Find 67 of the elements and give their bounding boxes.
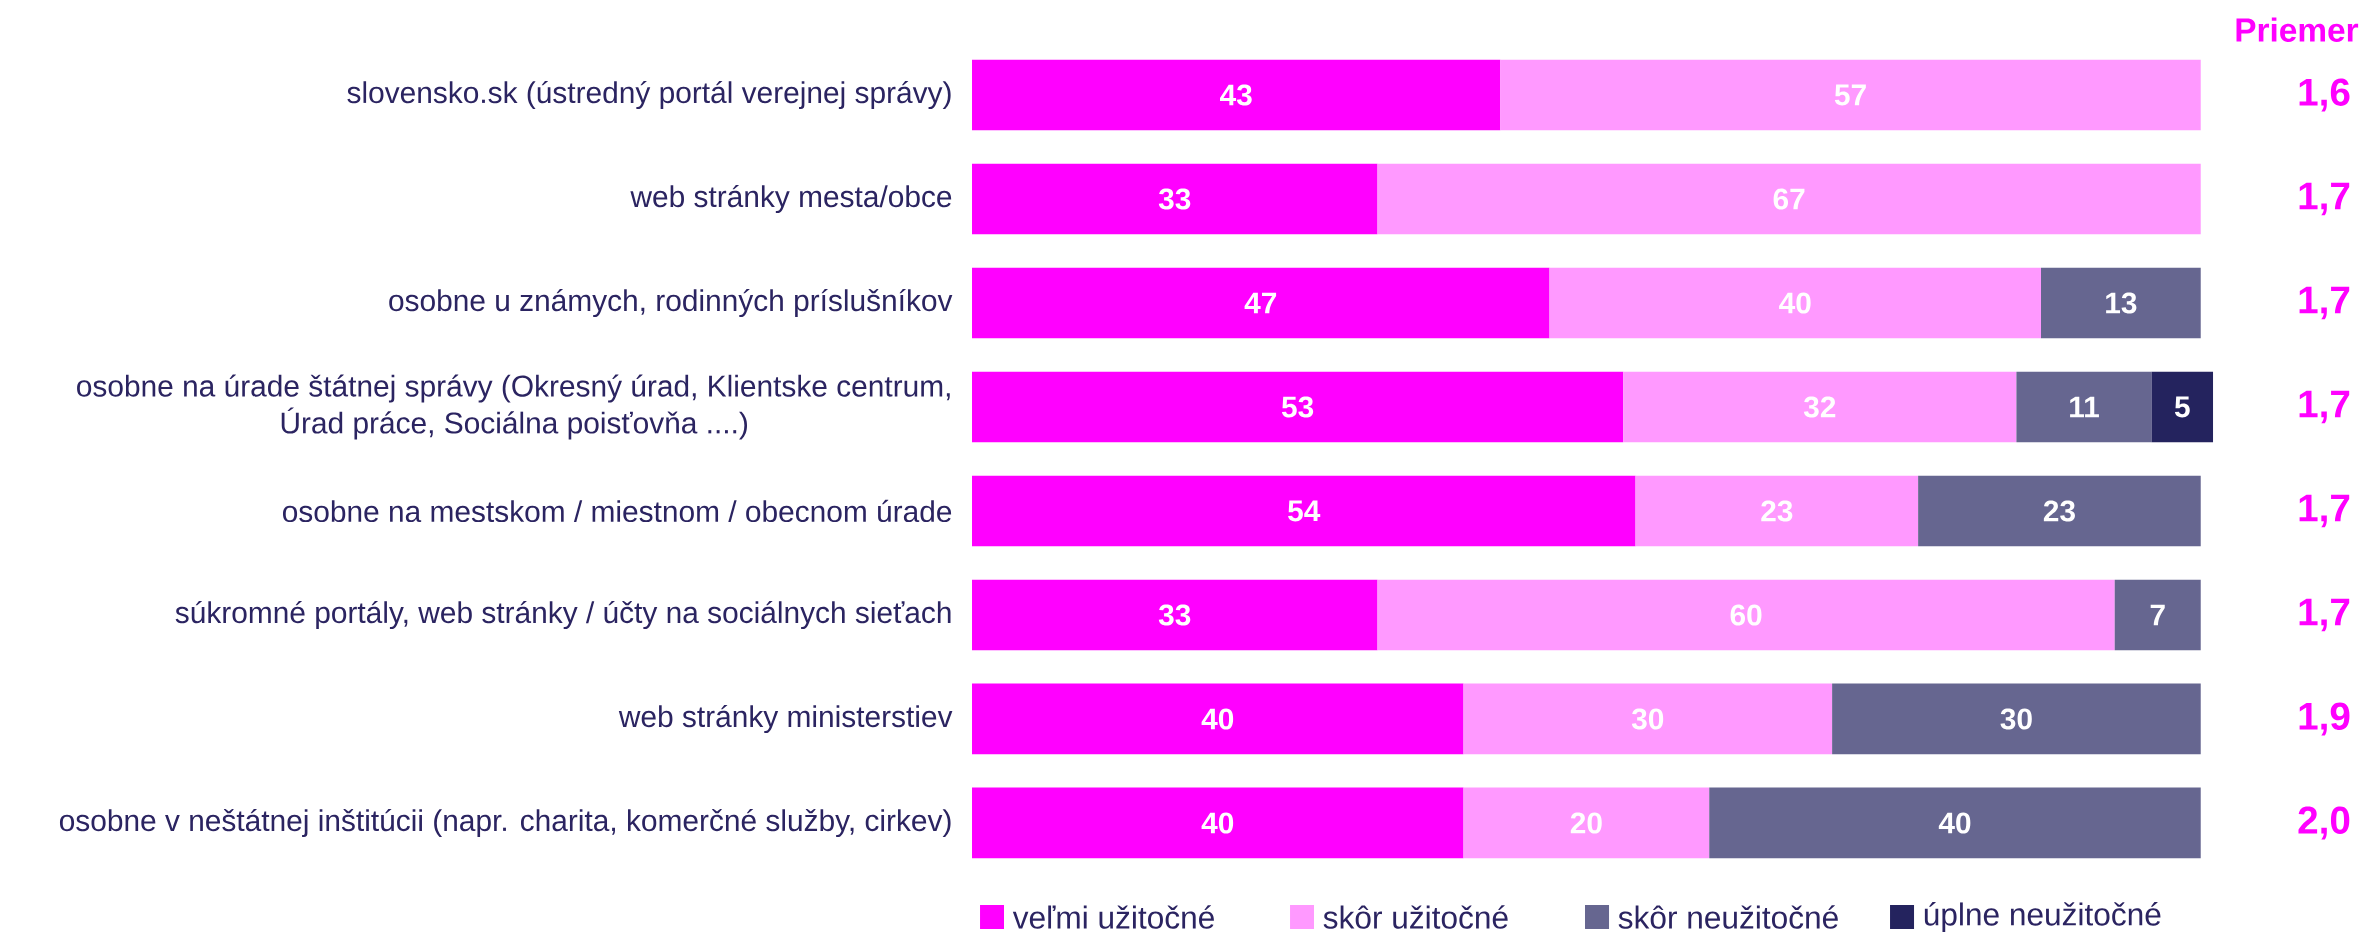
data-label: 33 — [1158, 188, 1191, 210]
data-label: 57 — [1834, 84, 1866, 106]
text: 2,0 — [2298, 806, 2350, 840]
bar — [2016, 371, 2152, 443]
data-label: 32 — [1803, 396, 1836, 418]
bar — [1463, 787, 1710, 859]
bar — [1623, 371, 2017, 443]
text: 1,7 — [2299, 286, 2350, 320]
bar — [1500, 59, 2201, 131]
data-label: 23 — [1761, 500, 1793, 522]
data-label: 40 — [1201, 812, 1234, 834]
bar — [1709, 787, 2201, 859]
text: 1,9 — [2299, 702, 2350, 736]
bar — [1463, 683, 1833, 755]
y-tick-label: súkromné portály, web stránky / účty na sociálnych sieťach — [175, 600, 951, 630]
text: 1,7 — [2299, 598, 2350, 632]
legend-label: úplne neužitočné — [1924, 902, 2161, 932]
data-label: 43 — [1220, 84, 1252, 106]
data-label: 33 — [1158, 604, 1191, 626]
bar — [972, 371, 1624, 443]
legend-label: veľmi užitočné — [1012, 905, 1214, 929]
data-label: 54 — [1288, 500, 1321, 522]
legend-label: skôr neužitočné — [1618, 905, 1838, 929]
data-label: 30 — [2000, 708, 2032, 730]
data-label: 11 — [2070, 396, 2099, 418]
y-tick-label: osobne na mestskom / miestnom / obecnom úrade — [282, 499, 952, 523]
data-label: 20 — [1570, 812, 1602, 834]
bar — [2151, 371, 2214, 443]
data-label: 40 — [1201, 708, 1234, 730]
data-label: 30 — [1631, 708, 1664, 730]
text: 1,6 — [2299, 78, 2350, 112]
text: 1,7 — [2299, 182, 2350, 216]
text: 1,7 — [2299, 494, 2350, 528]
data-label: 60 — [1730, 604, 1762, 626]
bar — [972, 59, 1501, 131]
bar — [2114, 579, 2201, 651]
text: 1,7 — [2299, 390, 2350, 424]
data-label: 13 — [2106, 292, 2137, 314]
bar — [1635, 475, 1919, 547]
data-label: 53 — [1281, 396, 1314, 418]
text: Priemer — [2236, 17, 2359, 42]
data-label: 47 — [1244, 292, 1277, 314]
bar — [1832, 683, 2201, 755]
bar — [972, 683, 1464, 755]
legend-label: skôr užitočné — [1323, 905, 1508, 929]
data-label: 67 — [1773, 188, 1805, 210]
bar — [972, 267, 1550, 339]
bar — [1918, 475, 2201, 547]
bar — [972, 787, 1464, 859]
bar — [2041, 267, 2201, 339]
y-tick-label: osobne na úrade štátnej správy (Okresný úrad, Klientske centrum, Úrad práce, Sociálna poisťovňa ....) — [77, 374, 950, 440]
bar — [972, 475, 1636, 547]
y-tick-label: osobne v neštátnej inštitúcii (napr. charita, komerčné služby, cirkev) — [59, 808, 951, 838]
bar — [1549, 267, 2042, 339]
y-tick-label: osobne u známych, rodinných príslušníkov — [389, 288, 953, 318]
data-label: 7 — [2150, 604, 2165, 626]
data-label: 40 — [1938, 812, 1971, 834]
bar — [1377, 579, 2115, 651]
y-tick-label: slovensko.sk (ústredný portál verejnej správy) — [347, 80, 951, 110]
data-label: 23 — [2043, 500, 2075, 522]
data-label: 40 — [1779, 292, 1811, 314]
y-tick-label: web stránky mesta/obce — [630, 184, 952, 214]
bar — [972, 163, 1378, 235]
bar — [1377, 163, 2201, 235]
data-label: 5 — [2174, 396, 2190, 418]
y-tick-label: web stránky ministerstiev — [618, 704, 953, 734]
bar — [972, 579, 1378, 651]
